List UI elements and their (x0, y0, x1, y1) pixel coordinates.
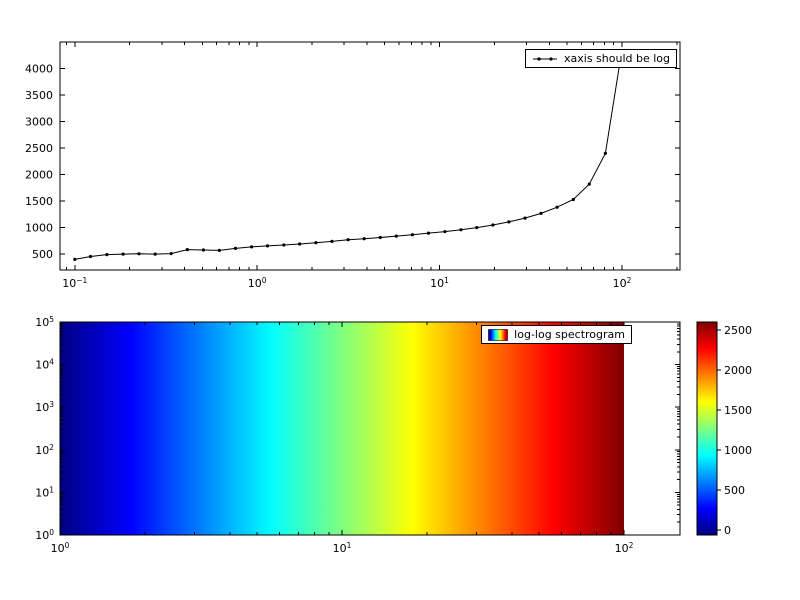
svg-text:1000: 1000 (724, 444, 752, 457)
svg-text:103: 103 (35, 400, 54, 414)
svg-text:2500: 2500 (25, 142, 53, 155)
svg-text:100: 100 (248, 276, 267, 290)
spectrogram-axes: 100 101 102 100 101 102 103 104 105 (35, 315, 681, 555)
legend-top: xaxis should be log (525, 49, 677, 68)
svg-text:101: 101 (35, 485, 54, 499)
svg-text:0: 0 (724, 524, 731, 537)
line-marker-icon (533, 56, 557, 61)
svg-text:1500: 1500 (25, 195, 53, 208)
svg-text:3500: 3500 (25, 89, 53, 102)
svg-text:3000: 3000 (25, 116, 53, 129)
svg-text:102: 102 (35, 443, 54, 457)
legend-top-label: xaxis should be log (564, 52, 670, 65)
svg-text:102: 102 (613, 276, 632, 290)
svg-text:1000: 1000 (25, 222, 53, 235)
svg-text:2000: 2000 (25, 169, 53, 182)
svg-text:102: 102 (615, 541, 634, 555)
svg-text:101: 101 (430, 276, 449, 290)
svg-text:500: 500 (32, 248, 53, 261)
top-line-chart-axes: 10−1 100 101 102 500 1000 1500 2000 2500 3000 3500… (25, 41, 681, 290)
svg-text:4000: 4000 (25, 63, 53, 76)
svg-text:2000: 2000 (724, 364, 752, 377)
colorbar: 0 500 1000 1500 2000 2500 (696, 321, 752, 537)
svg-text:105: 105 (35, 315, 54, 329)
svg-text:500: 500 (724, 484, 745, 497)
svg-text:100: 100 (35, 528, 54, 542)
svg-text:1500: 1500 (724, 404, 752, 417)
svg-text:104: 104 (35, 358, 54, 372)
svg-text:101: 101 (333, 541, 352, 555)
svg-text:100: 100 (51, 541, 70, 555)
legend-bottom-label: log-log spectrogram (514, 328, 625, 341)
colormap-swatch-icon (488, 328, 508, 341)
svg-text:10−1: 10−1 (62, 276, 87, 290)
svg-text:2500: 2500 (724, 324, 752, 337)
legend-bottom: log-log spectrogram (481, 325, 632, 344)
